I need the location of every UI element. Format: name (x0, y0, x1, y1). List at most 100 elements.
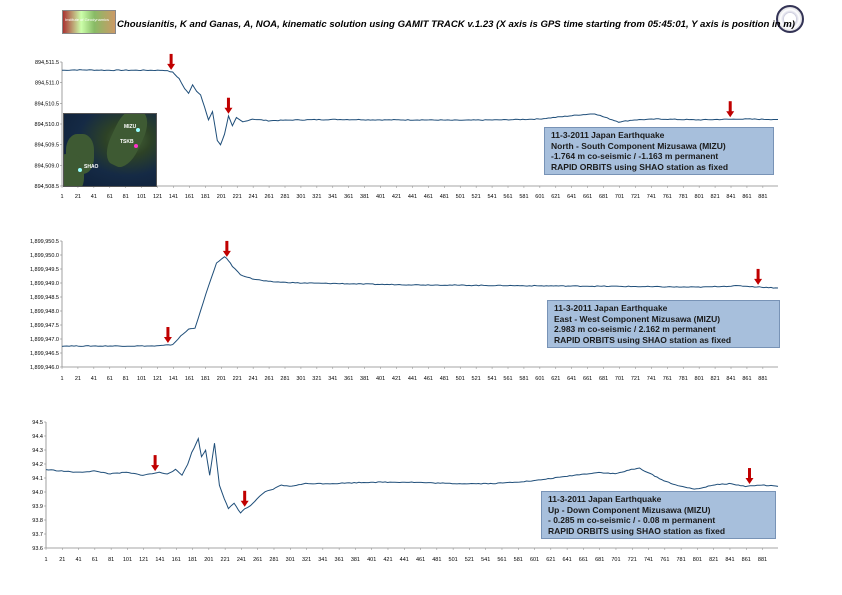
x-tick-label: 561 (503, 194, 512, 200)
university-seal-icon (776, 5, 804, 33)
event-arrow-icon (754, 268, 763, 285)
y-tick-label: 93.7 (32, 532, 43, 538)
x-tick-label: 61 (107, 194, 113, 200)
x-tick-label: 1 (60, 376, 63, 382)
x-tick-label: 301 (286, 557, 295, 563)
x-tick-label: 341 (328, 194, 337, 200)
y-tick-label: 894,510.0 (35, 122, 59, 128)
info-ew-line3: 2.983 m co-seismic / 2.162 m permanent (554, 324, 716, 335)
x-tick-label: 841 (726, 194, 735, 200)
x-tick-label: 201 (217, 194, 226, 200)
y-tick-label: 93.8 (32, 518, 43, 524)
x-tick-label: 681 (599, 376, 608, 382)
x-tick-label: 321 (302, 557, 311, 563)
x-tick-label: 661 (583, 194, 592, 200)
info-box-ns: 11-3-2011 Japan Earthquake North - South… (544, 127, 774, 176)
y-tick-label: 1,899,949.0 (30, 281, 59, 287)
series-line (61, 69, 778, 146)
x-tick-label: 461 (424, 194, 433, 200)
x-tick-label: 281 (280, 194, 289, 200)
x-tick-label: 401 (376, 194, 385, 200)
x-tick-label: 441 (408, 376, 417, 382)
x-tick-label: 41 (91, 376, 97, 382)
y-tick-label: 94.0 (32, 490, 43, 496)
x-tick-label: 101 (123, 557, 132, 563)
x-tick-label: 721 (631, 194, 640, 200)
x-tick-label: 361 (344, 376, 353, 382)
info-box-ud: 11-3-2011 Japan Earthquake Up - Down Com… (541, 491, 776, 540)
x-tick-label: 481 (432, 557, 441, 563)
y-tick-label: 894,509.5 (35, 143, 59, 149)
x-tick-label: 521 (465, 557, 474, 563)
event-arrow-icon (151, 455, 160, 472)
x-tick-label: 801 (695, 194, 704, 200)
y-tick-label: 93.6 (32, 546, 43, 552)
y-tick-label: 894,511.0 (35, 81, 59, 87)
x-tick-label: 41 (91, 194, 97, 200)
info-ew-line2: East - West Component Mizusawa (MIZU) (554, 313, 721, 324)
info-ud-line4: RAPID ORBITS using SHAO station as fixed (548, 525, 726, 536)
x-tick-label: 581 (519, 376, 528, 382)
x-tick-label: 361 (344, 194, 353, 200)
shao-marker-icon (78, 168, 82, 172)
x-tick-label: 661 (583, 376, 592, 382)
x-tick-label: 761 (663, 376, 672, 382)
x-tick-label: 841 (725, 557, 734, 563)
x-tick-label: 421 (383, 557, 392, 563)
y-tick-label: 894,511.5 (35, 60, 59, 66)
x-tick-label: 181 (188, 557, 197, 563)
info-ud-line1: 11-3-2011 Japan Earthquake (548, 494, 662, 504)
event-arrow-icon (726, 101, 735, 118)
x-tick-label: 101 (137, 376, 146, 382)
x-tick-label: 61 (107, 376, 113, 382)
series-line (61, 256, 779, 347)
x-tick-label: 641 (567, 376, 576, 382)
x-tick-label: 441 (400, 557, 409, 563)
map-land-china (64, 154, 84, 186)
x-tick-label: 1 (60, 194, 63, 200)
map-label-mizu: MIZU (124, 124, 137, 130)
y-tick-label: 1,899,946.0 (30, 365, 59, 371)
info-ud-line2: Up - Down Component Mizusawa (MIZU) (548, 504, 711, 515)
x-tick-label: 881 (758, 557, 767, 563)
event-arrow-icon (224, 97, 233, 114)
event-arrow-icon (167, 53, 176, 70)
x-tick-label: 541 (487, 376, 496, 382)
x-tick-label: 341 (328, 376, 337, 382)
x-tick-label: 321 (312, 194, 321, 200)
x-tick-label: 501 (449, 557, 458, 563)
x-tick-label: 761 (660, 557, 669, 563)
epicenter-marker-icon (134, 144, 138, 148)
x-tick-label: 341 (318, 557, 327, 563)
x-tick-label: 541 (487, 194, 496, 200)
x-tick-label: 541 (481, 557, 490, 563)
event-arrow-icon (240, 490, 249, 507)
x-tick-label: 641 (567, 194, 576, 200)
y-tick-label: 94.2 (32, 462, 43, 468)
x-tick-label: 381 (360, 376, 369, 382)
map-inset: MIZU TSKB SHAO (63, 113, 157, 187)
x-tick-label: 401 (367, 557, 376, 563)
x-tick-label: 701 (615, 194, 624, 200)
x-tick-label: 641 (563, 557, 572, 563)
x-tick-label: 81 (123, 194, 129, 200)
y-tick-label: 94.3 (32, 448, 43, 454)
x-tick-label: 721 (628, 557, 637, 563)
x-tick-label: 61 (92, 557, 98, 563)
x-tick-label: 821 (710, 376, 719, 382)
institute-logo: Institute of Geodynamics (62, 10, 116, 34)
x-tick-label: 141 (169, 194, 178, 200)
info-ud-line3: - 0.285 m co-seismic / - 0.08 m permanen… (548, 515, 716, 526)
x-tick-label: 361 (335, 557, 344, 563)
x-tick-label: 121 (153, 376, 162, 382)
x-tick-label: 821 (710, 194, 719, 200)
x-tick-label: 261 (264, 194, 273, 200)
x-tick-label: 201 (204, 557, 213, 563)
x-tick-label: 281 (280, 376, 289, 382)
y-tick-label: 894,510.5 (35, 101, 59, 107)
y-tick-label: 1,899,948.0 (30, 309, 59, 315)
x-tick-label: 701 (611, 557, 620, 563)
event-arrow-icon (222, 240, 231, 257)
info-box-ew: 11-3-2011 Japan Earthquake East - West C… (547, 300, 780, 349)
x-tick-label: 221 (233, 194, 242, 200)
